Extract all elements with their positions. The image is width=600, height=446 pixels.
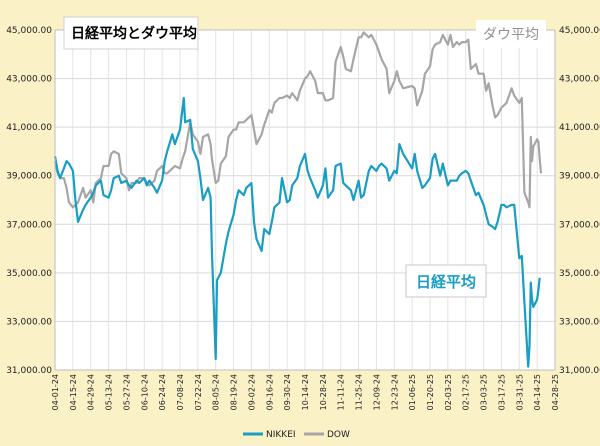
y-tick-label-right: 33,000.00 — [559, 317, 600, 327]
chart-title-group: 日経平均とダウ平均 — [63, 16, 199, 50]
x-tick-label: 02-03-25 — [444, 374, 453, 410]
x-tick-label: 01-06-25 — [408, 374, 417, 410]
legend-label-dow: DOW — [327, 430, 350, 440]
x-tick-label: 09-16-24 — [265, 374, 274, 410]
x-tick-label: 09-02-24 — [247, 374, 256, 410]
x-tick-label: 06-24-24 — [158, 374, 167, 410]
y-tick-label-left: 33,000.00 — [6, 317, 52, 327]
x-tick-label: 07-22-24 — [194, 374, 203, 410]
x-tick-label: 10-14-24 — [301, 374, 310, 410]
x-tick-label: 12-23-24 — [390, 374, 399, 410]
x-tick-label: 03-31-25 — [515, 374, 524, 410]
x-tick-label: 03-03-25 — [480, 374, 489, 410]
x-tick-label: 09-30-24 — [283, 374, 292, 410]
annotation-box-nikkei — [405, 264, 487, 298]
x-tick-label: 04-28-25 — [551, 374, 560, 410]
x-tick-label: 07-08-24 — [176, 374, 185, 410]
x-tick-label: 08-05-24 — [212, 374, 221, 410]
y-tick-label-right: 31,000.00 — [559, 366, 600, 376]
annotation-dow: ダウ平均 — [483, 27, 539, 43]
y-tick-label-right: 39,000.00 — [559, 172, 600, 182]
x-tick-label: 05-27-24 — [122, 374, 131, 410]
x-tick-label: 11-25-24 — [355, 374, 364, 410]
x-tick-label: 12-09-24 — [372, 374, 381, 410]
x-tick-label: 04-14-25 — [533, 374, 542, 410]
y-tick-label-left: 43,000.00 — [6, 75, 52, 85]
series-line-dow — [53, 31, 543, 209]
x-tick-label: 01-20-25 — [426, 374, 435, 410]
plot-border — [54, 29, 556, 371]
series-line-nikkei — [53, 96, 541, 368]
title-box — [63, 16, 199, 50]
legend-label-nikkei: NIKKEI — [266, 430, 296, 440]
y-tick-label-left: 31,000.00 — [6, 366, 52, 376]
x-tick-label: 05-13-24 — [105, 374, 114, 410]
axis-labels: 31,000.00 31,000.00 33,000.00 33,000.00 35,0… — [6, 26, 600, 410]
x-tick-label: 03-17-25 — [497, 374, 506, 410]
y-tick-label-right: 43,000.00 — [559, 75, 600, 85]
y-tick-label-left: 45,000.00 — [6, 26, 52, 36]
x-tick-label: 04-01-24 — [51, 374, 60, 410]
x-tick-label: 10-28-24 — [319, 374, 328, 410]
x-tick-label: 04-15-24 — [69, 374, 78, 410]
x-tick-label: 06-10-24 — [140, 374, 149, 410]
legend: NIKKEI DOW — [243, 430, 350, 440]
series-lines — [53, 31, 543, 368]
y-tick-label-left: 37,000.00 — [6, 220, 52, 230]
y-tick-label-right: 45,000.00 — [559, 26, 600, 36]
x-tick-label: 04-29-24 — [87, 374, 96, 410]
annotation-box-dow — [476, 20, 546, 48]
annotation-nikkei: 日経平均 — [416, 273, 476, 291]
chart-title: 日経平均とダウ平均 — [71, 25, 197, 42]
y-tick-label-left: 39,000.00 — [6, 172, 52, 182]
x-tick-label: 11-11-24 — [337, 374, 346, 410]
x-tick-label: 02-17-25 — [462, 374, 471, 410]
x-tick-label: 08-19-24 — [230, 374, 239, 410]
y-tick-label-right: 37,000.00 — [559, 220, 600, 230]
y-tick-label-right: 35,000.00 — [559, 269, 600, 279]
y-tick-label-right: 41,000.00 — [559, 123, 600, 133]
y-tick-label-left: 35,000.00 — [6, 269, 52, 279]
y-tick-label-left: 41,000.00 — [6, 123, 52, 133]
